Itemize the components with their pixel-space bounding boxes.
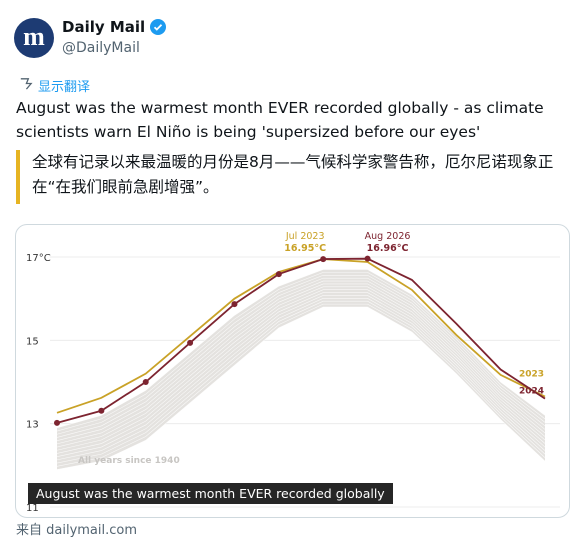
legend-label: 2024 xyxy=(519,387,544,397)
source-link[interactable]: 来自 dailymail.com xyxy=(16,523,138,538)
point xyxy=(98,407,105,414)
media-caption: August was the warmest month EVER record… xyxy=(28,483,393,504)
point xyxy=(364,255,371,262)
translate-icon xyxy=(20,78,33,90)
annotation-label: Jul 2023 xyxy=(285,231,325,242)
band-line xyxy=(56,306,546,470)
band-line xyxy=(56,286,546,448)
point xyxy=(320,256,327,263)
annotation-value: 16.95°C xyxy=(284,243,326,254)
y-tick-label: 17°C xyxy=(26,253,51,264)
band-line xyxy=(56,292,546,454)
point xyxy=(54,419,60,426)
account-name[interactable]: Daily Mail xyxy=(62,18,146,36)
band-line xyxy=(56,295,546,457)
band-line xyxy=(56,298,546,461)
band-line xyxy=(56,303,546,467)
band-line xyxy=(56,280,546,441)
translate-link[interactable]: 显示翻译 xyxy=(38,80,91,95)
translation: 全球有记录以来最温暖的月份是8月——气候科学家警告称，厄尔尼诺现象正在“在我们眼… xyxy=(16,150,564,204)
verified-badge xyxy=(150,19,166,35)
annotation-value: 16.96°C xyxy=(367,243,409,254)
band-line xyxy=(56,269,546,429)
band-label: All years since 1940 xyxy=(78,456,180,466)
band-line xyxy=(56,300,546,464)
y-tick-label: 13 xyxy=(26,420,39,431)
legend-label: 2023 xyxy=(519,370,544,380)
y-tick-label: 15 xyxy=(26,336,39,347)
band-line xyxy=(56,283,546,445)
point xyxy=(142,379,149,385)
tweet-text: August was the warmest month EVER record… xyxy=(16,99,544,141)
series-line xyxy=(56,257,546,424)
media-card[interactable] xyxy=(15,224,570,518)
point xyxy=(231,301,238,308)
y-tick-label: 11 xyxy=(26,503,39,514)
point xyxy=(275,271,282,278)
chart: 17°C 15 13 11 All years since 1940 2023 2024 Ju… xyxy=(26,231,560,514)
point xyxy=(187,339,194,346)
account-handle[interactable]: @DailyMail xyxy=(62,40,140,56)
band-line xyxy=(56,289,546,451)
band-line xyxy=(56,277,546,438)
band-line xyxy=(56,274,546,435)
annotation-label: Aug 2026 xyxy=(365,231,411,242)
band-line xyxy=(56,272,546,432)
series-line xyxy=(56,258,546,414)
avatar[interactable]: m xyxy=(14,18,54,58)
